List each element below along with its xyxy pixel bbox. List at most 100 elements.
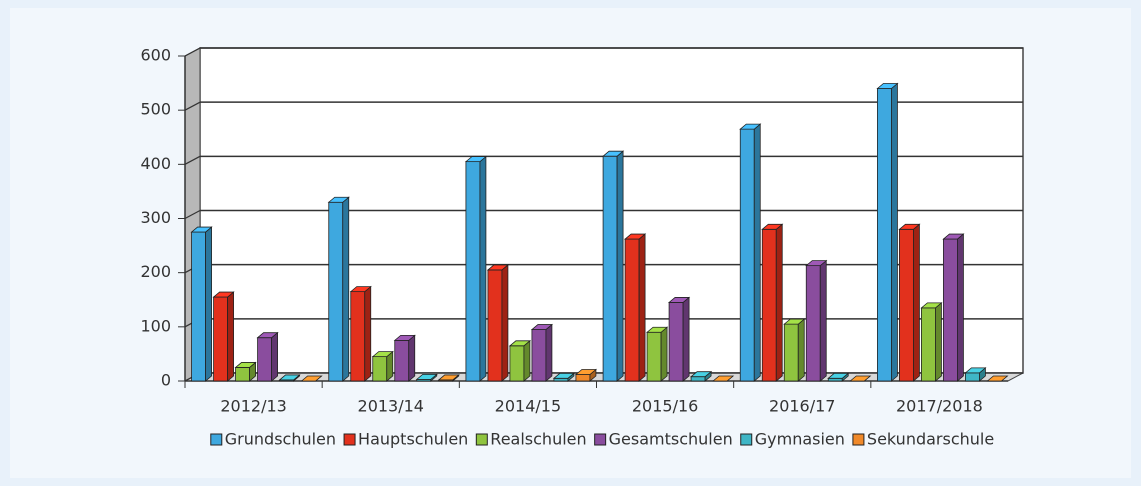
x-tick-label: 2015/16 (632, 397, 698, 416)
bar (509, 345, 525, 382)
bar-side (342, 196, 350, 382)
x-tick-label: 2013/14 (358, 397, 424, 416)
bar-top (849, 375, 872, 382)
y-tick-label: 200 (140, 262, 171, 281)
bar (602, 155, 618, 382)
bar-top (508, 340, 532, 347)
bar-top (964, 367, 987, 374)
x-tick-label: 2012/13 (220, 397, 286, 416)
bar (372, 356, 388, 382)
bar-top (234, 362, 257, 368)
bar-top (486, 264, 510, 271)
bar-side (638, 233, 646, 382)
y-tick-label: 300 (140, 208, 171, 227)
y-tick-label: 400 (140, 154, 171, 173)
bar (213, 296, 228, 382)
bar-top (876, 83, 899, 89)
bar-side (753, 123, 761, 382)
legend-label: Grundschulen (225, 430, 336, 449)
legend-label: Gymnasien (755, 430, 845, 449)
bar-side (660, 326, 668, 382)
bar-side (501, 264, 509, 382)
bar-top (920, 302, 943, 309)
bar-side (545, 323, 553, 382)
bar (575, 374, 591, 382)
y-tick-label: 0 (161, 371, 171, 390)
bar-top (986, 375, 1009, 382)
grid-line-side (184, 209, 201, 220)
bar (943, 238, 958, 382)
legend-swatch (475, 433, 488, 446)
bar-top (415, 373, 438, 380)
bar-top (530, 324, 554, 330)
bar-top (645, 326, 669, 333)
bar-top (300, 375, 323, 382)
bar-side (479, 155, 487, 382)
bar-top (349, 286, 372, 293)
bar (899, 228, 914, 382)
grid-line-side (184, 47, 201, 57)
bar (465, 161, 481, 382)
bar-side (797, 318, 805, 382)
bar (690, 376, 706, 382)
bar-top (761, 223, 784, 230)
x-tick-label: 2014/15 (495, 397, 561, 416)
bar-top (739, 123, 762, 130)
bar-side (205, 226, 212, 382)
bar (827, 377, 843, 382)
bar (257, 337, 272, 382)
bar (191, 231, 206, 382)
bar-top (437, 374, 460, 381)
bar-side (819, 259, 827, 382)
bar (646, 331, 662, 382)
bar-side (775, 223, 783, 382)
bar-side (891, 82, 898, 382)
bar-top (623, 233, 647, 240)
bar-side (408, 334, 416, 382)
bar (531, 329, 547, 382)
bar (668, 302, 684, 382)
bar-side (271, 331, 278, 382)
bar-side (957, 233, 964, 382)
x-tick-label: 2016/17 (769, 397, 835, 416)
x-tick-label: 2017/2018 (896, 397, 983, 416)
bar-top (783, 318, 806, 325)
bar (487, 269, 503, 382)
grid-line-side (184, 155, 201, 165)
bar-top (464, 156, 488, 163)
legend-label: Hauptschulen (358, 430, 468, 449)
bar-side (682, 296, 690, 382)
legend-label: Sekundarschule (867, 430, 994, 449)
bar-top (278, 374, 301, 381)
bar-top (256, 332, 279, 339)
y-tick-label: 100 (140, 316, 171, 335)
y-tick-label: 500 (140, 100, 171, 119)
bar-top (393, 334, 416, 341)
legend-swatch (594, 433, 607, 446)
bar-side (616, 150, 624, 382)
bar (235, 367, 250, 382)
bar-side (935, 302, 942, 382)
y-tick-label: 600 (140, 46, 171, 65)
bar-top (827, 372, 850, 379)
bar-top (371, 351, 394, 358)
bar-top (711, 375, 735, 382)
bar-side (227, 291, 234, 382)
bar-top (667, 297, 691, 303)
grid-line-side (184, 101, 201, 111)
bar (624, 238, 640, 382)
bar-top (898, 223, 921, 230)
bar (739, 128, 755, 382)
bar (350, 291, 366, 382)
bar (394, 339, 410, 382)
bar-top (689, 371, 713, 378)
legend-swatch (343, 433, 356, 446)
bar-side (523, 339, 531, 382)
bar (921, 307, 936, 382)
bar-side (913, 223, 920, 382)
bar-top (601, 150, 625, 157)
bar-top (190, 226, 213, 233)
bar (553, 377, 569, 382)
bar (965, 372, 980, 382)
